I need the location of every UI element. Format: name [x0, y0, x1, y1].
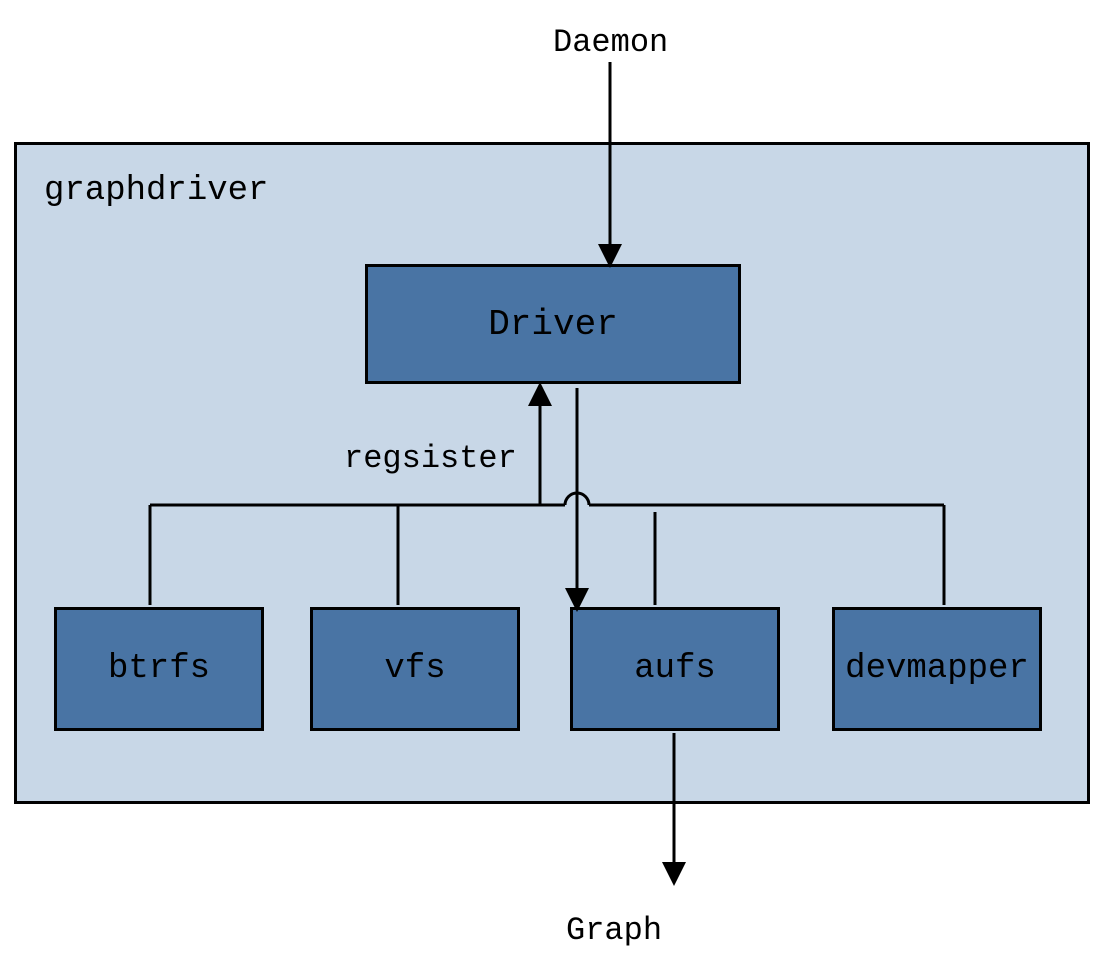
btrfs-node: btrfs — [54, 607, 264, 731]
graph-label: Graph — [566, 912, 662, 949]
graphdriver-title: graphdriver — [44, 172, 268, 210]
vfs-node: vfs — [310, 607, 520, 731]
daemon-label: Daemon — [553, 24, 668, 61]
devmapper-node: devmapper — [832, 607, 1042, 731]
register-label: regsister — [344, 440, 517, 477]
aufs-node: aufs — [570, 607, 780, 731]
driver-node: Driver — [365, 264, 741, 384]
